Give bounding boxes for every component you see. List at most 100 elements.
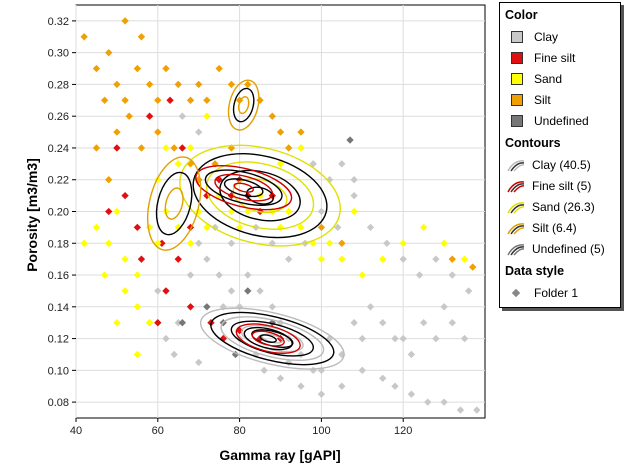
legend-style-items: Folder 1 bbox=[500, 282, 620, 303]
data-point bbox=[244, 207, 252, 216]
data-point bbox=[203, 112, 211, 120]
data-point bbox=[166, 96, 174, 104]
data-point bbox=[227, 287, 236, 295]
data-point bbox=[162, 287, 170, 295]
data-point bbox=[268, 303, 276, 311]
data-point bbox=[137, 33, 146, 41]
contours-layer bbox=[147, 79, 345, 370]
diamond-icon bbox=[511, 288, 521, 297]
data-point bbox=[105, 207, 113, 216]
y-tick-label: 0.08 bbox=[48, 397, 69, 409]
data-point bbox=[113, 128, 121, 136]
data-point bbox=[432, 334, 440, 343]
data-point bbox=[268, 112, 276, 120]
data-point bbox=[203, 255, 211, 263]
x-tick-label: 100 bbox=[312, 425, 330, 437]
legend-label: Silt (6.4) bbox=[532, 220, 577, 235]
data-point bbox=[285, 207, 293, 216]
data-point bbox=[350, 176, 358, 184]
data-point bbox=[162, 144, 170, 152]
legend-swatch bbox=[511, 30, 523, 43]
contour-icon bbox=[507, 201, 525, 213]
data-point bbox=[215, 271, 223, 279]
data-point bbox=[121, 255, 129, 263]
data-point bbox=[448, 271, 456, 279]
data-point bbox=[121, 17, 129, 25]
data-point bbox=[432, 255, 440, 263]
data-point bbox=[174, 255, 182, 263]
contour-fine-silt bbox=[195, 164, 293, 211]
data-point bbox=[203, 96, 211, 104]
data-point bbox=[338, 160, 346, 168]
data-point bbox=[195, 239, 203, 247]
contour-icon bbox=[507, 159, 525, 171]
data-point bbox=[448, 319, 456, 327]
y-tick-label: 0.18 bbox=[48, 238, 69, 250]
legend-label: Clay bbox=[534, 29, 559, 44]
legend-label: Folder 1 bbox=[534, 285, 579, 300]
legend-item-contour: Sand (26.3) bbox=[500, 196, 620, 217]
data-point bbox=[92, 144, 101, 152]
x-tick-label: 40 bbox=[70, 425, 82, 437]
y-tick-label: 0.20 bbox=[48, 207, 69, 219]
data-point bbox=[162, 334, 170, 343]
x-tick-label: 60 bbox=[152, 425, 164, 437]
data-point bbox=[113, 319, 121, 327]
contour-line bbox=[227, 79, 260, 131]
y-tick-label: 0.32 bbox=[48, 16, 69, 28]
contour-line bbox=[232, 178, 288, 214]
contour-line bbox=[232, 87, 255, 123]
data-point bbox=[338, 382, 346, 390]
data-point bbox=[379, 255, 387, 263]
data-point bbox=[391, 334, 399, 343]
data-point bbox=[366, 303, 375, 311]
y-axis-title: Porosity [m3/m3] bbox=[24, 158, 40, 272]
x-tick-label: 80 bbox=[233, 425, 245, 437]
data-point bbox=[285, 255, 293, 263]
data-point bbox=[399, 255, 407, 263]
x-tick-label: 120 bbox=[394, 425, 412, 437]
data-point bbox=[133, 64, 142, 73]
contour-line bbox=[147, 156, 202, 251]
legend-label: Sand (26.3) bbox=[532, 199, 595, 214]
legend-item-contour: Silt (6.4) bbox=[500, 217, 620, 238]
contour-line bbox=[243, 326, 293, 351]
data-point bbox=[113, 80, 121, 89]
legend-item-contour: Fine silt (5) bbox=[500, 175, 620, 196]
data-point bbox=[469, 263, 477, 271]
data-point bbox=[297, 382, 305, 390]
data-point bbox=[227, 239, 236, 247]
data-point bbox=[350, 191, 358, 200]
legend-item-color: Fine silt bbox=[500, 47, 620, 68]
contour-line bbox=[192, 153, 328, 239]
data-point bbox=[113, 144, 121, 152]
contour-line bbox=[179, 144, 341, 247]
data-point bbox=[256, 287, 264, 295]
contour-line bbox=[233, 182, 254, 193]
data-point bbox=[125, 112, 133, 120]
legend-item-contour: Undefined (5) bbox=[500, 238, 620, 259]
data-point bbox=[276, 160, 285, 168]
contour-silt-left bbox=[147, 156, 202, 251]
contour-line bbox=[205, 161, 315, 230]
data-point bbox=[133, 350, 142, 359]
data-point bbox=[100, 96, 109, 104]
data-point bbox=[379, 319, 387, 327]
data-point bbox=[448, 255, 456, 263]
data-point bbox=[178, 319, 187, 327]
data-point bbox=[464, 287, 473, 295]
data-point bbox=[358, 334, 366, 343]
contour-icon bbox=[507, 243, 525, 255]
data-point bbox=[379, 374, 387, 382]
legend-swatch bbox=[511, 51, 523, 64]
contour-line bbox=[220, 316, 325, 362]
data-point bbox=[460, 255, 469, 263]
contour-line bbox=[214, 173, 274, 202]
data-point bbox=[419, 319, 428, 327]
data-point bbox=[407, 350, 416, 359]
data-point bbox=[92, 64, 101, 73]
legend-color-items: Clay Fine silt Sand Silt Undefined bbox=[500, 26, 620, 131]
legend-contour-items: Clay (40.5) Fine silt (5) Sand (26.3) Silt … bbox=[500, 154, 620, 259]
contour-silt bbox=[227, 79, 260, 131]
